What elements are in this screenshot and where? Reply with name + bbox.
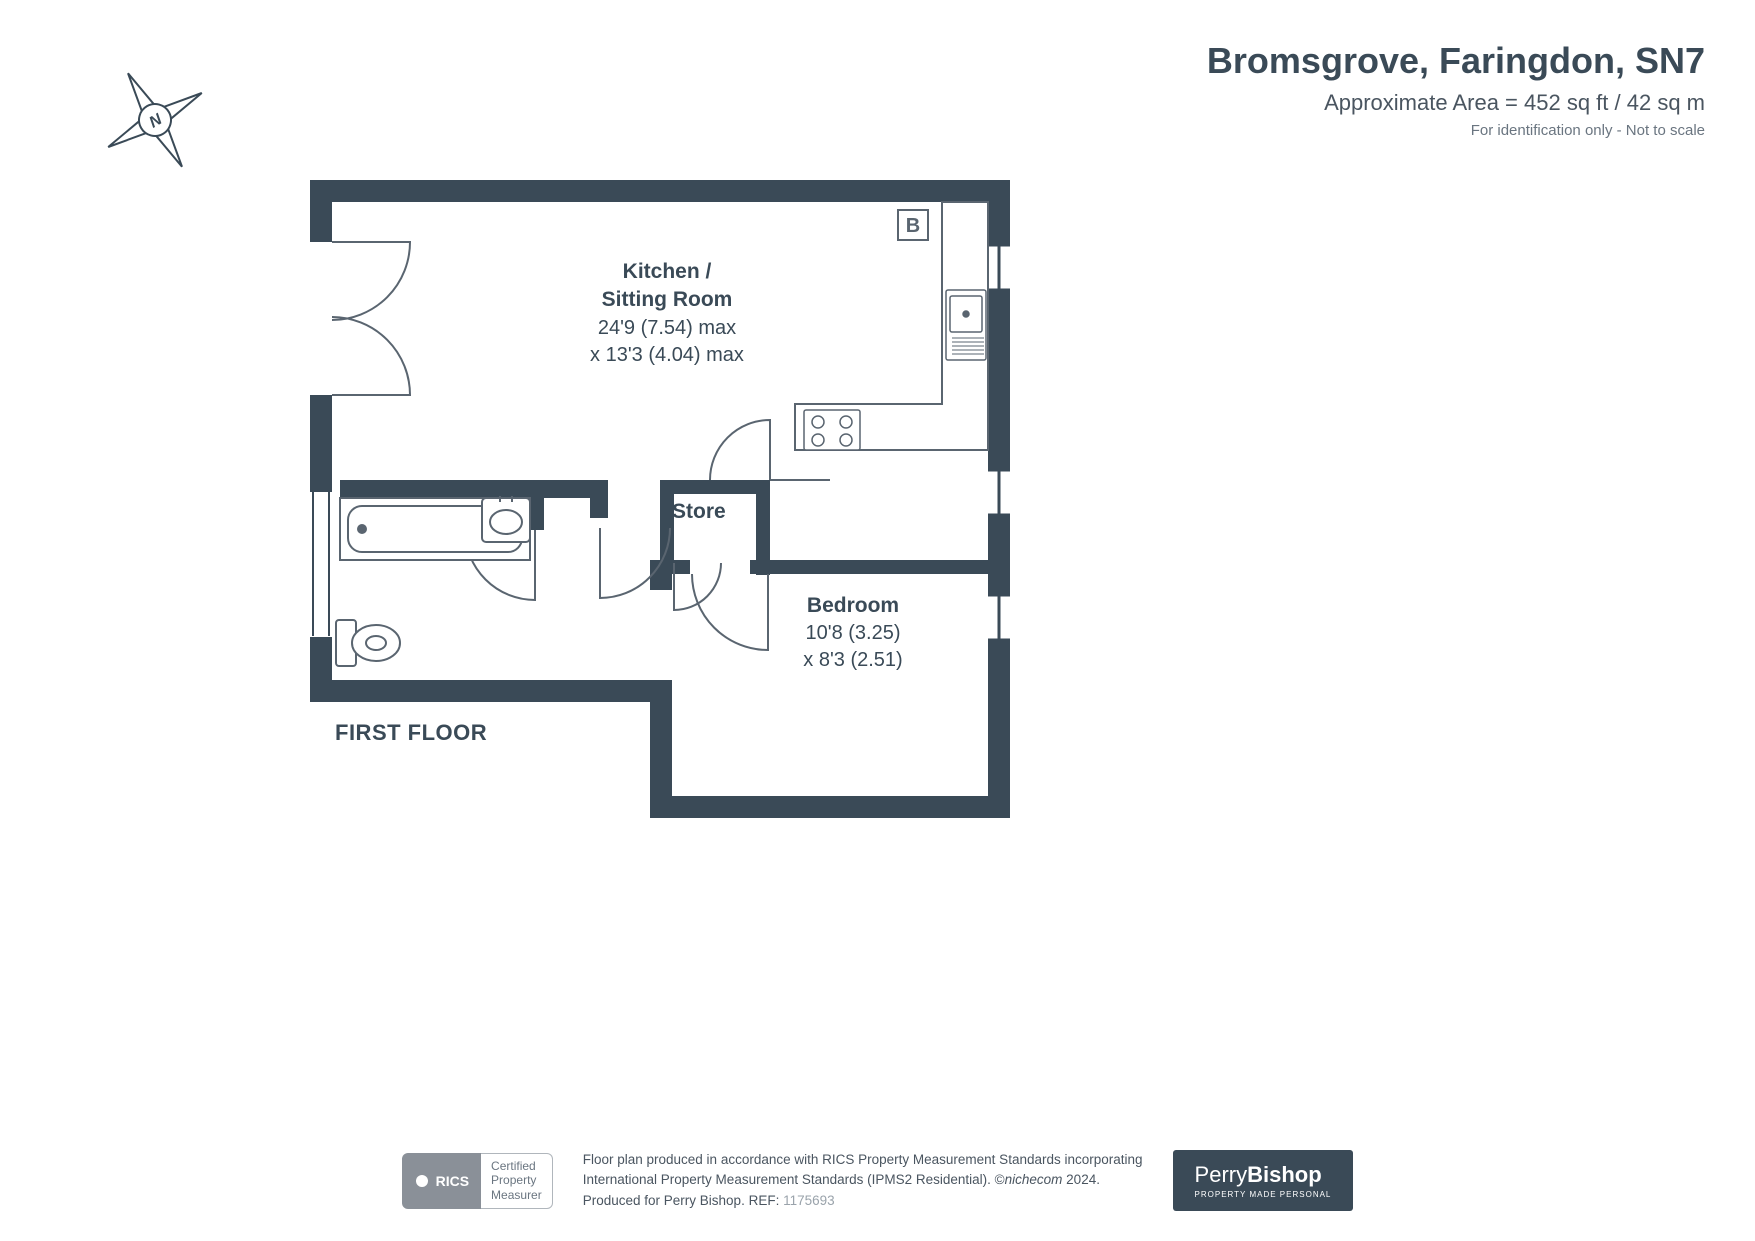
header-block: Bromsgrove, Faringdon, SN7 Approximate A… bbox=[1207, 40, 1705, 139]
rics-lion-icon bbox=[414, 1173, 430, 1189]
floor-label: FIRST FLOOR bbox=[335, 720, 487, 746]
kitchen-dims-1: 24'9 (7.54) max bbox=[572, 315, 762, 342]
bedroom-label: Bedroom 10'8 (3.25) x 8'3 (2.51) bbox=[788, 592, 918, 674]
basin-icon bbox=[482, 496, 530, 542]
store-name: Store bbox=[672, 498, 726, 526]
toilet-icon bbox=[336, 620, 400, 666]
hob-icon bbox=[804, 410, 860, 450]
perry-bishop-logo: PerryBishop PROPERTY MADE PERSONAL bbox=[1173, 1150, 1354, 1211]
store-label: Store bbox=[672, 498, 726, 526]
rics-logo: RICS bbox=[402, 1153, 481, 1209]
boiler-icon: B bbox=[898, 210, 928, 240]
rics-text: Certified Property Measurer bbox=[481, 1153, 553, 1209]
bedroom-dims-2: x 8'3 (2.51) bbox=[788, 647, 918, 674]
kitchen-label: Kitchen /Sitting Room 24'9 (7.54) max x … bbox=[572, 258, 762, 369]
bedroom-dims-1: 10'8 (3.25) bbox=[788, 620, 918, 647]
rics-badge: RICS Certified Property Measurer bbox=[402, 1153, 553, 1209]
kitchen-dims-2: x 13'3 (4.04) max bbox=[572, 342, 762, 369]
property-title: Bromsgrove, Faringdon, SN7 bbox=[1207, 40, 1705, 82]
disclaimer-text: For identification only - Not to scale bbox=[1207, 122, 1705, 139]
compass-icon: N bbox=[95, 60, 215, 180]
area-text: Approximate Area = 452 sq ft / 42 sq m bbox=[1207, 90, 1705, 116]
footer-copy: Floor plan produced in accordance with R… bbox=[583, 1150, 1143, 1211]
bedroom-name: Bedroom bbox=[788, 592, 918, 620]
ref-number: 1175693 bbox=[783, 1193, 835, 1208]
svg-text:B: B bbox=[906, 215, 920, 237]
sink-icon bbox=[946, 290, 986, 360]
footer: RICS Certified Property Measurer Floor p… bbox=[0, 1150, 1755, 1211]
kitchen-name: Kitchen /Sitting Room bbox=[572, 258, 762, 315]
